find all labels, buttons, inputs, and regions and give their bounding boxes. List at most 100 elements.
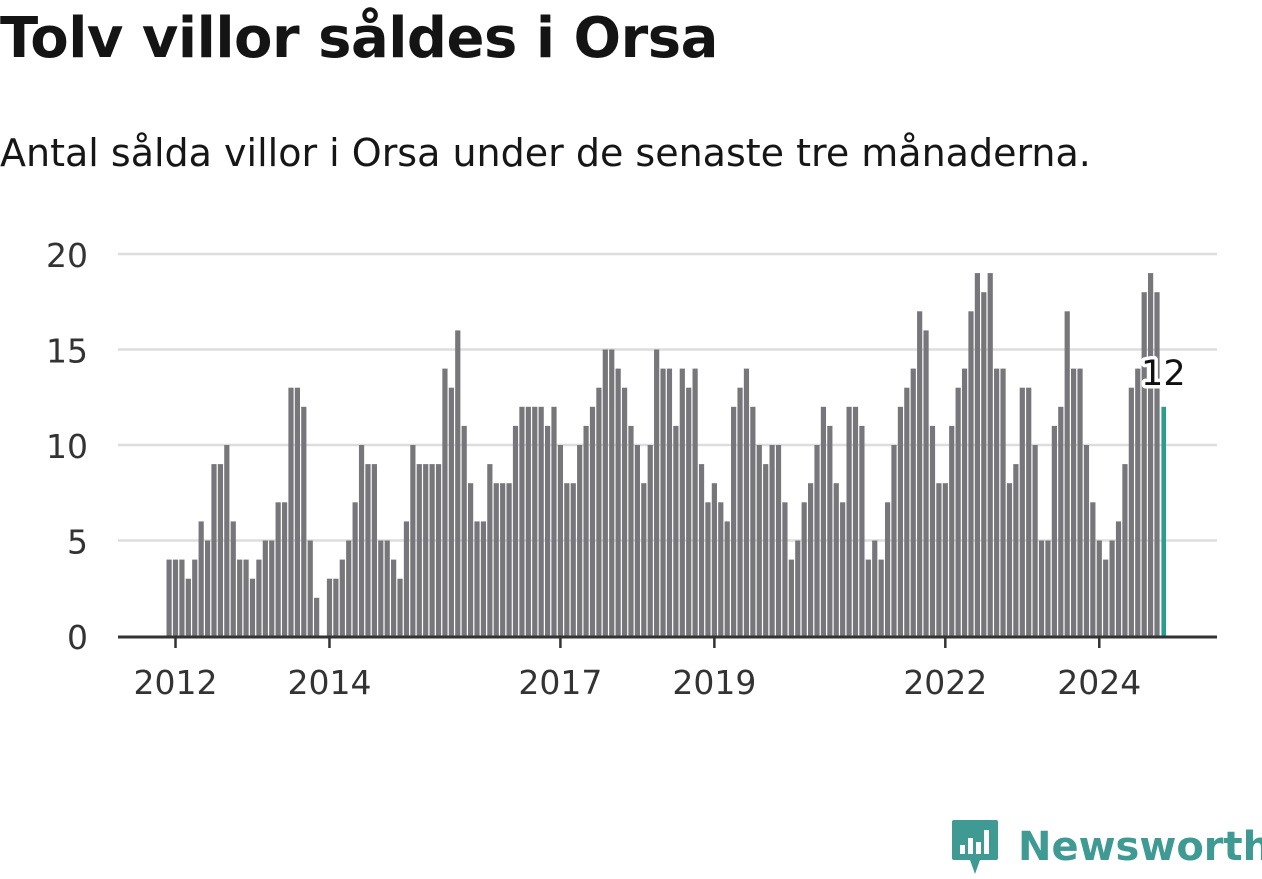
bar (782, 502, 788, 636)
bar (1000, 368, 1006, 636)
bar (641, 483, 647, 636)
bar (1154, 292, 1160, 636)
x-tick-label: 2014 (287, 663, 371, 702)
bar (288, 387, 294, 636)
bar (994, 368, 1000, 636)
bar (981, 292, 987, 636)
bar (583, 425, 589, 636)
bar (525, 406, 531, 636)
bar (775, 445, 782, 636)
page-title: Tolv villor såldes i Orsa (0, 6, 718, 71)
bar (1122, 464, 1128, 636)
bar (589, 406, 596, 636)
bar (455, 330, 461, 636)
bar (371, 464, 377, 636)
bar (1109, 540, 1115, 636)
bar (269, 540, 275, 636)
bar (897, 406, 904, 636)
bar (204, 540, 211, 636)
bar-highlight (1161, 406, 1167, 636)
bar (628, 425, 634, 636)
bar (609, 349, 615, 636)
bar (179, 559, 185, 636)
bar (654, 349, 660, 636)
bar (942, 483, 948, 636)
bar (1141, 292, 1147, 636)
bar (1026, 387, 1032, 636)
bar (923, 330, 929, 636)
y-tick-label: 0 (67, 618, 88, 657)
bar (724, 521, 730, 636)
bar (532, 406, 538, 636)
bar (731, 406, 737, 636)
bar (1090, 502, 1096, 636)
bars (166, 273, 1167, 636)
bar (1032, 445, 1038, 636)
bar (506, 483, 512, 636)
bar (461, 425, 467, 636)
bar (500, 483, 506, 636)
bar (301, 406, 307, 636)
bar (884, 502, 891, 636)
bar (872, 540, 878, 636)
bar (1013, 464, 1019, 636)
bar (1058, 406, 1064, 636)
bar (852, 406, 859, 636)
bar (217, 464, 224, 636)
bar (538, 406, 544, 636)
bar (577, 445, 583, 636)
bar (339, 559, 345, 636)
data-label: 12 (1141, 354, 1186, 394)
bar (294, 387, 300, 636)
bar (403, 521, 410, 636)
bar (936, 483, 942, 636)
bar (429, 464, 435, 636)
bar (1115, 521, 1122, 636)
x-tick-label: 2024 (1057, 663, 1141, 702)
bar (769, 445, 775, 636)
bar (166, 559, 172, 636)
bar (397, 578, 403, 636)
bar (442, 368, 448, 636)
newsworthy-logo-text: Newsworthy (1018, 824, 1262, 870)
bar (275, 502, 281, 636)
newsworthy-logo: Newsworthy (950, 818, 1262, 876)
bar (243, 559, 249, 636)
x-axis-ticks: 2012 2014 2017 2019 2022 2024 (134, 637, 1141, 702)
bar (416, 464, 422, 636)
bar (468, 483, 474, 636)
bar (1128, 387, 1134, 636)
bar (346, 540, 352, 636)
bar (224, 445, 230, 636)
bar (365, 464, 371, 636)
bar (211, 464, 217, 636)
bar (673, 425, 679, 636)
bar (487, 464, 493, 636)
y-tick-label: 15 (46, 332, 88, 371)
bar (1147, 273, 1154, 636)
bar (961, 368, 968, 636)
bar (621, 387, 628, 636)
bar (192, 559, 198, 636)
bar (378, 540, 384, 636)
bar (615, 368, 621, 636)
y-tick-label: 20 (46, 236, 88, 275)
bar (1006, 483, 1013, 636)
bar (544, 425, 551, 636)
bar (743, 368, 750, 636)
bar (891, 445, 897, 636)
bar (955, 387, 961, 636)
bar (557, 445, 564, 636)
bar (551, 406, 557, 636)
bar (647, 445, 653, 636)
bar (859, 425, 865, 636)
bar (788, 559, 794, 636)
bar (737, 387, 743, 636)
bar (1083, 445, 1090, 636)
bar (711, 483, 717, 636)
bar (878, 559, 884, 636)
bar (352, 502, 358, 636)
bar (660, 368, 666, 636)
bar (756, 445, 762, 636)
